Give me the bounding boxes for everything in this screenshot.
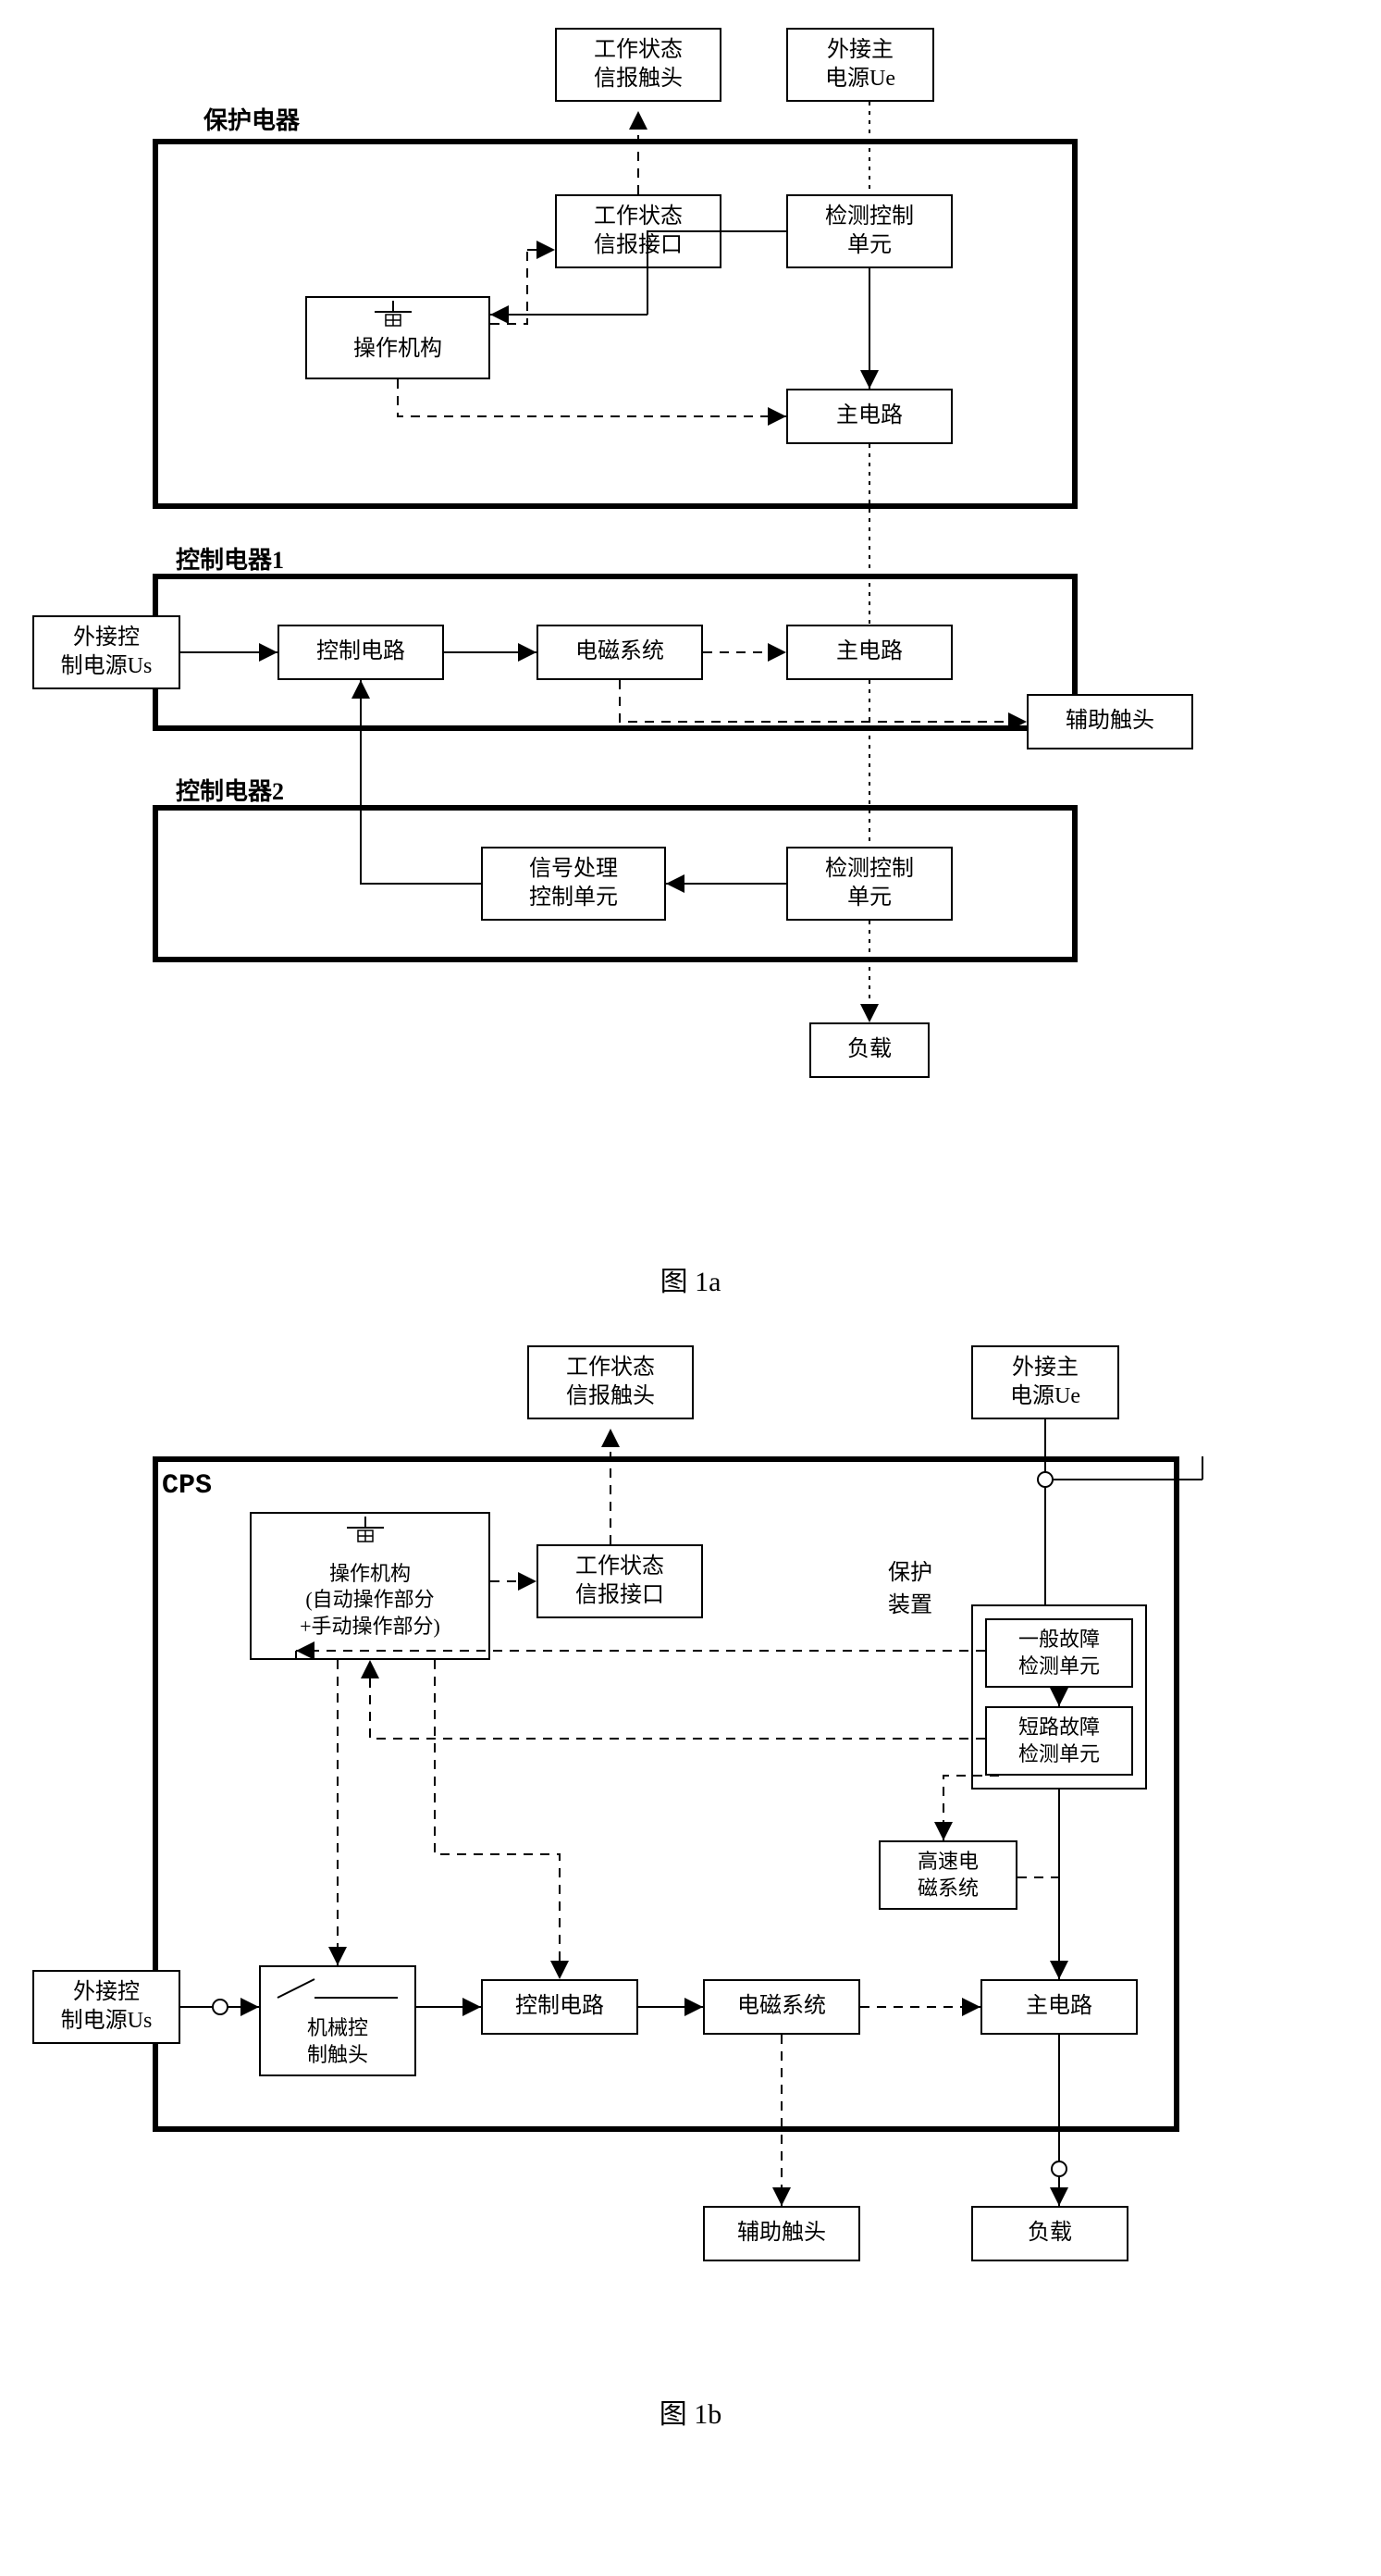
main-circuit-1-box: 主电路 — [786, 389, 953, 444]
load-box: 负载 — [809, 1022, 930, 1078]
short-fault-label: 短路故障检测单元 — [1018, 1715, 1100, 1767]
em-system-label: 电磁系统 — [575, 638, 664, 666]
detect-control-unit-2-box: 检测控制单元 — [786, 847, 953, 921]
ext-main-power-b-box: 外接主电源Ue — [971, 1345, 1119, 1419]
ext-control-power-label: 外接控制电源Us — [61, 624, 153, 681]
detect-control-unit-box: 检测控制单元 — [786, 194, 953, 268]
operating-mechanism-label: 操作机构 — [353, 335, 442, 364]
control-circuit-b-label: 控制电路 — [515, 1992, 604, 2021]
figure-1a-caption: 图 1a — [18, 1258, 1363, 1299]
aux-contact-label: 辅助触头 — [1066, 707, 1154, 736]
high-speed-em-box: 高速电磁系统 — [879, 1840, 1017, 1910]
operating-mechanism-b-box: 操作机构(自动操作部分+手动操作部分) — [250, 1512, 490, 1660]
work-status-contact-b-box: 工作状态信报触头 — [527, 1345, 694, 1419]
ext-main-power-b-label: 外接主电源Ue — [1010, 1354, 1080, 1411]
ext-main-power-label: 外接主电源Ue — [825, 36, 895, 93]
work-status-interface-b-box: 工作状态信报接口 — [536, 1544, 703, 1618]
em-system-b-label: 电磁系统 — [737, 1992, 826, 2021]
short-fault-box: 短路故障检测单元 — [985, 1706, 1133, 1776]
aux-contact-box: 辅助触头 — [1027, 694, 1193, 749]
signal-process-unit-label: 信号处理控制单元 — [529, 855, 618, 912]
general-fault-box: 一般故障检测单元 — [985, 1618, 1133, 1688]
figure-1b-caption: 图 1b — [18, 2391, 1363, 2432]
general-fault-label: 一般故障检测单元 — [1018, 1627, 1100, 1679]
work-status-interface-label: 工作状态信报接口 — [594, 203, 683, 260]
high-speed-em-label: 高速电磁系统 — [918, 1849, 979, 1901]
operating-mechanism-b-label: 操作机构(自动操作部分+手动操作部分) — [300, 1561, 440, 1641]
detect-control-unit-2-label: 检测控制单元 — [825, 855, 914, 912]
main-circuit-2-label: 主电路 — [836, 638, 903, 666]
mech-control-contact-box: 机械控制触头 — [259, 1965, 416, 2076]
main-circuit-1-label: 主电路 — [836, 402, 903, 430]
control-circuit-b-box: 控制电路 — [481, 1979, 638, 2035]
protect-device-b-label: 保护装置 — [888, 1554, 932, 1618]
figure-1a-container: 工作状态信报触头 外接主电源Ue 保护电器 工作状态信报接口 检测控制单元 操作… — [18, 19, 1381, 1221]
em-system-b-box: 电磁系统 — [703, 1979, 860, 2035]
work-status-contact-b-label: 工作状态信报触头 — [566, 1354, 655, 1411]
load-label: 负载 — [847, 1035, 892, 1064]
aux-contact-b-box: 辅助触头 — [703, 2206, 860, 2261]
control-device-2-label: 控制电器2 — [176, 773, 284, 807]
work-status-contact-box: 工作状态信报触头 — [555, 28, 721, 102]
main-circuit-2-box: 主电路 — [786, 625, 953, 680]
main-circuit-b-label: 主电路 — [1026, 1992, 1092, 2021]
protect-device-label: 保护电器 — [203, 102, 300, 136]
figure-1b-container: 工作状态信报触头 外接主电源Ue CPS 操作机构(自动操作部分+手动操作部分)… — [18, 1336, 1381, 2354]
detect-control-unit-label: 检测控制单元 — [825, 203, 914, 260]
mech-control-contact-label: 机械控制触头 — [307, 2015, 368, 2068]
aux-contact-b-label: 辅助触头 — [737, 2219, 826, 2248]
main-circuit-b-box: 主电路 — [980, 1979, 1138, 2035]
ext-control-power-b-box: 外接控制电源Us — [32, 1970, 180, 2044]
work-status-interface-b-label: 工作状态信报接口 — [575, 1553, 664, 1610]
work-status-interface-box: 工作状态信报接口 — [555, 194, 721, 268]
control-circuit-box: 控制电路 — [277, 625, 444, 680]
load-b-box: 负载 — [971, 2206, 1128, 2261]
control-circuit-label: 控制电路 — [316, 638, 405, 666]
signal-process-unit-box: 信号处理控制单元 — [481, 847, 666, 921]
work-status-contact-label: 工作状态信报触头 — [594, 36, 683, 93]
ext-control-power-b-label: 外接控制电源Us — [61, 1978, 153, 2036]
em-system-box: 电磁系统 — [536, 625, 703, 680]
operating-mechanism-box: 操作机构 — [305, 296, 490, 379]
ext-control-power-box: 外接控制电源Us — [32, 615, 180, 689]
control-device-1-label: 控制电器1 — [176, 541, 284, 576]
ext-main-power-box: 外接主电源Ue — [786, 28, 934, 102]
load-b-label: 负载 — [1028, 2219, 1072, 2248]
